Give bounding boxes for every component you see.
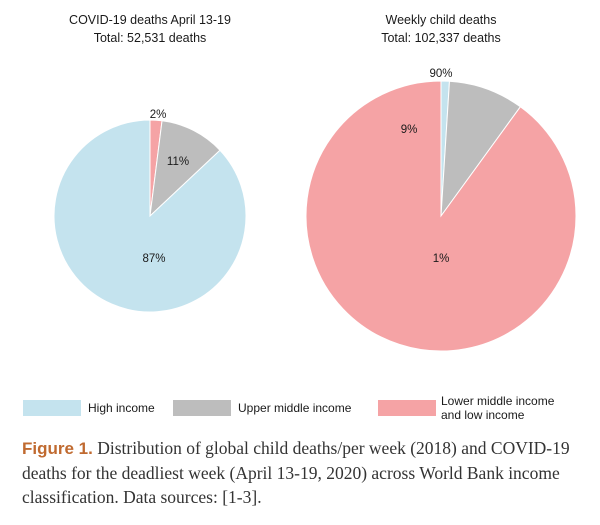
pie-chart-covid-deaths: 87% 11% 2% xyxy=(53,109,247,313)
pie-chart-child-deaths: 1% 9% 90% xyxy=(305,68,577,352)
chart2-slice-label-lower-middle-and-low-income: 90% xyxy=(429,68,452,80)
legend-label-lower-middle-income-line2: and low income xyxy=(441,408,525,422)
legend-label-upper-middle-income: Upper middle income xyxy=(238,401,352,415)
chart2-slice-label-high-income: 1% xyxy=(433,253,450,265)
chart2-slice-label-upper-middle-income: 9% xyxy=(401,124,418,136)
legend-label-high-income: High income xyxy=(88,401,155,415)
legend-swatch-high-income xyxy=(23,400,81,416)
legend-label-lower-middle-income-line1: Lower middle income xyxy=(441,394,555,408)
chart1-slice-high-income xyxy=(53,119,247,313)
chart2-title: Weekly child deaths xyxy=(386,13,497,27)
legend: High income Upper middle income Lower mi… xyxy=(23,394,555,422)
figure-caption: Figure 1. Distribution of global child d… xyxy=(22,436,582,509)
chart1-slice-label-lower-middle-and-low-income: 2% xyxy=(150,109,167,121)
chart1-slice-label-upper-middle-income: 11% xyxy=(167,156,189,168)
chart1-slice-upper-middle-income xyxy=(149,120,221,218)
chart1-subtitle: Total: 52,531 deaths xyxy=(94,31,207,45)
chart1-slice-label-high-income: 87% xyxy=(142,253,165,265)
caption-lead: Figure 1. xyxy=(22,439,93,458)
chart2-subtitle: Total: 102,337 deaths xyxy=(381,31,501,45)
caption-text: Distribution of global child deaths/per … xyxy=(22,438,570,507)
chart1-title: COVID-19 deaths April 13-19 xyxy=(69,13,231,27)
legend-swatch-lower-middle-and-low-income xyxy=(378,400,436,416)
figure-chart: COVID-19 deaths April 13-19 Total: 52,53… xyxy=(23,13,577,422)
chart2-slice-lower-middle-and-low-income xyxy=(305,80,577,352)
legend-swatch-upper-middle-income xyxy=(173,400,231,416)
